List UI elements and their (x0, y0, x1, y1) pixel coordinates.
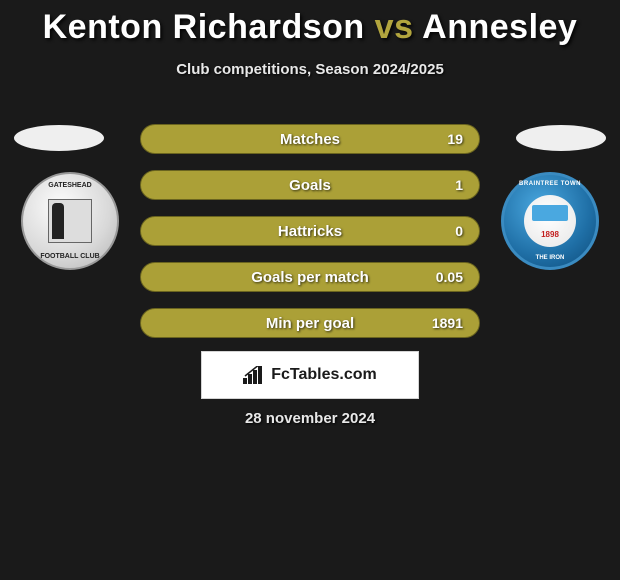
page-title: Kenton Richardson vs Annesley (0, 0, 620, 47)
stat-row-mpg: Min per goal 1891 (140, 308, 480, 338)
logo-left-bottom: FOOTBALL CLUB (40, 253, 99, 260)
vs-text: vs (375, 8, 414, 46)
brand-text: FcTables.com (271, 366, 377, 384)
stat-label: Goals per match (251, 269, 369, 286)
logo-left-graphic (48, 199, 92, 243)
subtitle: Club competitions, Season 2024/2025 (0, 61, 620, 78)
stat-row-goals: Goals 1 (140, 170, 480, 200)
stat-label: Goals (289, 177, 331, 194)
chart-icon (243, 366, 265, 384)
stats-container: Matches 19 Goals 1 Hattricks 0 Goals per… (140, 124, 480, 354)
player2-ellipse (516, 125, 606, 151)
logo-right-top: BRAINTREE TOWN (519, 181, 581, 187)
stat-value: 0 (455, 223, 463, 239)
stat-label: Matches (280, 131, 340, 148)
logo-left-top: GATESHEAD (48, 182, 91, 189)
stat-value: 1891 (432, 315, 463, 331)
club-logo-right: BRAINTREE TOWN 1898 THE IRON (501, 172, 599, 270)
stat-row-hattricks: Hattricks 0 (140, 216, 480, 246)
player1-name: Kenton Richardson (43, 8, 365, 46)
stat-label: Hattricks (278, 223, 342, 240)
player1-ellipse (14, 125, 104, 151)
logo-right-year: 1898 (541, 230, 559, 239)
stat-row-matches: Matches 19 (140, 124, 480, 154)
logo-right-bottom: THE IRON (536, 255, 565, 261)
brand-box[interactable]: FcTables.com (201, 351, 419, 399)
stat-row-gpm: Goals per match 0.05 (140, 262, 480, 292)
stat-value: 0.05 (436, 269, 463, 285)
logo-right-graphic: 1898 (524, 195, 576, 247)
player2-name: Annesley (422, 8, 577, 46)
stat-value: 1 (455, 177, 463, 193)
date-text: 28 november 2024 (0, 410, 620, 427)
stat-label: Min per goal (266, 315, 354, 332)
stat-value: 19 (447, 131, 463, 147)
club-logo-left: GATESHEAD FOOTBALL CLUB (21, 172, 119, 270)
